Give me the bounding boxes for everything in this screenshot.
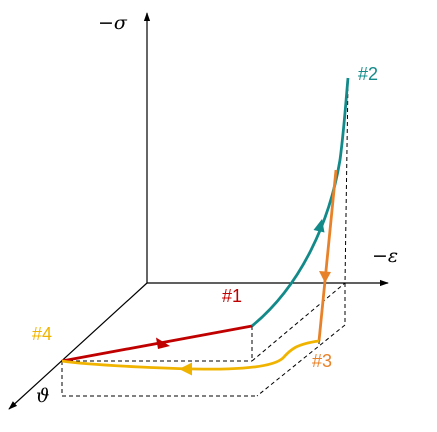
point-2-label: #2 bbox=[358, 64, 378, 84]
point-3-label: #3 bbox=[312, 351, 332, 371]
epsilon-axis-label: −ε bbox=[372, 245, 398, 267]
point-4-label: #4 bbox=[32, 324, 52, 344]
theta-axis-label: ϑ bbox=[36, 385, 50, 407]
point-1-label: #1 bbox=[222, 286, 242, 306]
axes bbox=[8, 12, 389, 410]
direction-arrow-4-to-1 bbox=[156, 337, 170, 349]
segment-4-to-1 bbox=[61, 324, 253, 363]
direction-arrow-2-to-3 bbox=[319, 271, 331, 283]
segment-3-to-4 bbox=[61, 339, 320, 371]
direction-arrow-1-to-2 bbox=[313, 219, 325, 233]
projection-guides bbox=[61, 79, 349, 397]
segment-2-to-3 bbox=[317, 169, 338, 342]
theta-axis bbox=[8, 282, 148, 410]
direction-arrow-3-to-4 bbox=[179, 362, 192, 376]
sigma-axis-label: −σ bbox=[98, 12, 128, 34]
